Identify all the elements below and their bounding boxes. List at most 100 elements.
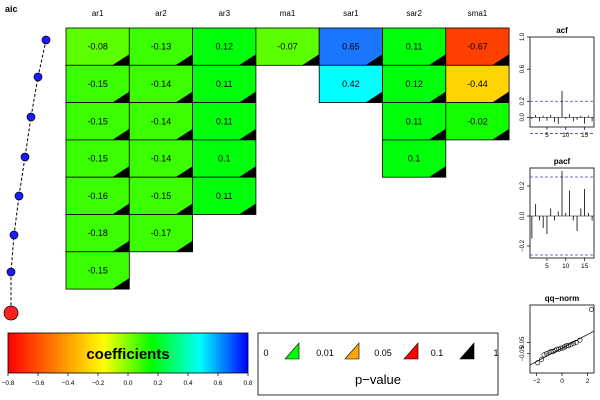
aic-point xyxy=(33,72,43,82)
colorbar-tick-label: 0.6 xyxy=(213,380,222,387)
cell-value: -0.02 xyxy=(467,116,488,126)
qq-ytick-label: −0.05 xyxy=(520,345,526,361)
aic-chain xyxy=(3,35,51,321)
heatmap-cell: 0.11 xyxy=(192,64,257,104)
heatmap-cell: -0.17 xyxy=(128,214,194,253)
heatmap-cell: -0.02 xyxy=(445,102,510,141)
qq-point xyxy=(571,341,577,347)
legend-flag-triangle xyxy=(344,342,360,360)
colorbar-tick-label: −0.4 xyxy=(62,380,75,387)
pvalue-flag-triangle xyxy=(428,91,446,103)
aic-title: aic xyxy=(5,4,18,14)
cell-value: -0.14 xyxy=(151,154,172,164)
cell-background xyxy=(65,176,130,215)
cell-value: -0.15 xyxy=(151,191,172,201)
cell-value: -0.15 xyxy=(87,116,108,126)
qq-point xyxy=(568,342,574,348)
heatmap-cell: -0.18 xyxy=(65,214,130,253)
cell-value: 0.11 xyxy=(216,116,233,126)
acf-ytick-label: 0.2 xyxy=(520,96,526,105)
pvalue-flag-triangle xyxy=(365,91,383,103)
qq-point xyxy=(548,348,554,354)
pacf-xtick-label: 15 xyxy=(581,263,589,270)
qq-point xyxy=(554,346,560,352)
aic-point xyxy=(6,267,16,277)
qq-point xyxy=(558,345,564,351)
qq-reference-line xyxy=(529,330,595,366)
cell-value: -0.18 xyxy=(87,228,108,238)
pvalue-flag-triangle xyxy=(492,91,510,103)
pvalue-flag-triangle xyxy=(238,91,256,103)
pvalue-flag-triangle xyxy=(302,54,320,66)
acf-xtick-label: 5 xyxy=(545,132,549,139)
cell-value: -0.13 xyxy=(151,42,172,52)
cell-background xyxy=(65,251,130,290)
heatmap-cell: -0.15 xyxy=(65,251,130,290)
pvalue-flag-triangle xyxy=(112,128,130,140)
column-header-sar2: sar2 xyxy=(406,9,422,18)
qq-xtick-label: 0 xyxy=(560,378,564,385)
acf-panel: acf 0.0 0.2 0.6 1.0 5 10 15 xyxy=(520,26,595,139)
heatmap-cell: 0.12 xyxy=(382,64,447,104)
column-header-ar1: ar1 xyxy=(92,9,104,18)
pvalue-flag-triangle xyxy=(175,91,193,103)
cell-value: 0.42 xyxy=(342,79,360,89)
acf-title: acf xyxy=(556,26,568,35)
legend-label: 1 xyxy=(493,348,498,358)
qq-point xyxy=(544,351,550,357)
pvalue-flag-triangle xyxy=(112,240,130,252)
heatmap-cell: -0.16 xyxy=(65,176,130,215)
cell-value: 0.11 xyxy=(406,42,423,52)
column-header-ma1: ma1 xyxy=(280,9,296,18)
heatmap-cell: 0.1 xyxy=(382,139,447,178)
legend-label: 0.05 xyxy=(374,348,392,358)
colorbar-fill xyxy=(7,332,249,374)
legend-flag-triangle xyxy=(459,342,475,360)
legend-label: 0 xyxy=(263,348,268,358)
legend-title: p−value xyxy=(355,372,401,387)
heatmap-cell: -0.15 xyxy=(65,64,130,104)
colorbar-tick-label: 0.4 xyxy=(183,380,192,387)
heatmap-cell: -0.07 xyxy=(255,27,320,66)
cell-background xyxy=(255,27,320,66)
pvalue-flag-triangle xyxy=(238,54,256,66)
colorbar-tick-label: −0.8 xyxy=(2,380,15,387)
cell-background xyxy=(445,64,510,104)
pvalue-flag-triangle xyxy=(238,128,256,140)
pvalue-flag-triangle xyxy=(175,128,193,140)
legend-label: 0.01 xyxy=(316,348,334,358)
colorbar-tick-label: 0.2 xyxy=(153,380,162,387)
aic-point xyxy=(26,112,36,122)
column-header-sma1: sma1 xyxy=(468,9,488,18)
heatmap-cell: 0.12 xyxy=(192,27,257,66)
cell-value: -0.17 xyxy=(151,228,172,238)
cell-value: -0.67 xyxy=(467,42,488,52)
pvalue-flag-triangle xyxy=(428,128,446,140)
cell-value: -0.14 xyxy=(151,116,172,126)
cell-background xyxy=(128,27,194,66)
pvalue-flag-triangle xyxy=(112,54,130,66)
column-header-ar3: ar3 xyxy=(218,9,230,18)
cell-value: 0.11 xyxy=(216,191,233,201)
cell-background xyxy=(65,27,130,66)
heatmap-cell: -0.15 xyxy=(128,176,194,215)
colorbar-tick-label: −0.6 xyxy=(32,380,45,387)
pvalue-flag-triangle xyxy=(492,54,510,66)
heatmap-cell: 0.42 xyxy=(318,64,383,104)
heatmap-cell: -0.14 xyxy=(128,139,194,178)
heatmap-cell: 0.11 xyxy=(192,176,257,215)
pacf-ytick-label: 0.0 xyxy=(520,211,526,220)
cell-background xyxy=(128,214,194,253)
pacf-xtick-label: 5 xyxy=(545,263,549,270)
cell-value: 0.1 xyxy=(408,154,421,164)
heatmap-cell: -0.08 xyxy=(65,27,130,66)
heatmap-cell: -0.44 xyxy=(445,64,510,104)
cell-value: 0.11 xyxy=(406,116,423,126)
coefficient-heatmap: ar1 ar2 ar3 ma1 sar1 sar2 sma1 -0.08 -0.13 0.12 -0… xyxy=(65,9,510,290)
pvalue-flag-triangle xyxy=(175,166,193,178)
cell-background xyxy=(318,64,383,104)
pacf-panel: pacf −0.2 0.0 0.2 5 10 15 xyxy=(520,157,595,270)
pvalue-flag-triangle xyxy=(428,166,446,178)
cell-value: -0.07 xyxy=(277,42,298,52)
qq-point xyxy=(577,337,583,343)
